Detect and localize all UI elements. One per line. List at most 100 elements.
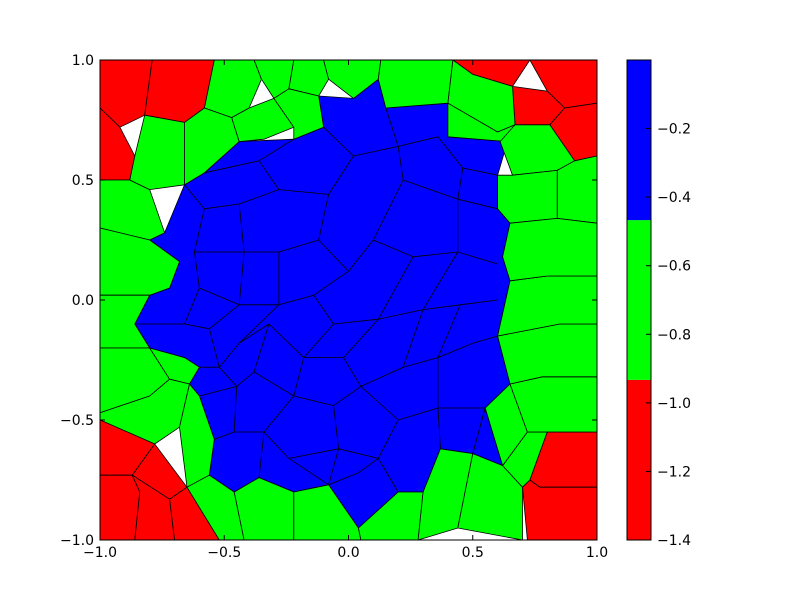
cell-edge — [333, 318, 379, 325]
voronoi-cell-green — [357, 491, 424, 540]
cell-edge — [343, 318, 379, 358]
cell-edge — [328, 448, 339, 485]
cell-edge — [437, 304, 461, 358]
cell-edge — [338, 448, 379, 459]
voronoi-cell-red — [100, 60, 153, 128]
cell-edge — [398, 136, 439, 147]
voronoi-cell-green — [288, 60, 330, 97]
x-tick-label: −0.5 — [207, 545, 241, 561]
cell-edge — [372, 179, 404, 241]
cell-edge — [323, 126, 354, 157]
cell-edge — [204, 160, 260, 174]
voronoi-cell-green — [273, 88, 325, 140]
cell-edge — [422, 251, 459, 310]
cell-edge — [437, 407, 441, 449]
voronoi-cell-green — [100, 227, 180, 296]
cell-edge — [348, 239, 374, 272]
cell-edge — [313, 270, 349, 296]
y-axis: −1.0 −0.5 0.0 0.5 1.0 — [60, 53, 597, 549]
cell-edge — [258, 431, 265, 478]
cell-edge — [214, 431, 235, 440]
colorbar-tick-label: −0.8 — [657, 327, 691, 343]
colorbar-tick-label: −0.4 — [657, 190, 691, 206]
cell-edge — [403, 179, 458, 200]
voronoi-cell-green — [497, 169, 558, 224]
cell-edge — [218, 366, 237, 387]
cell-edge — [293, 357, 305, 397]
cell-edge — [472, 407, 486, 454]
colorbar-frame — [626, 59, 652, 541]
y-tick-label: −1.0 — [60, 533, 94, 549]
voronoi-cell-red — [131, 474, 176, 540]
cell-edge — [258, 138, 295, 162]
edges-layer — [134, 107, 498, 493]
y-tick-label: 1.0 — [72, 53, 94, 69]
voronoi-cell-green — [377, 60, 454, 109]
cell-edge — [238, 203, 245, 253]
cell-edge — [288, 448, 339, 459]
voronoi-cell-red — [169, 486, 220, 540]
y-tick-label: 0.5 — [72, 173, 94, 189]
cell-edge — [184, 184, 205, 210]
colorbar-tick-label: −1.0 — [657, 396, 691, 412]
cell-edge — [293, 395, 334, 406]
cells-layer — [100, 60, 597, 540]
cell-edge — [208, 328, 220, 368]
cell-edge — [377, 419, 399, 459]
cell-edge — [318, 239, 349, 272]
cell-edge — [457, 251, 498, 265]
y-tick-label: −0.5 — [60, 413, 94, 429]
cell-edge — [263, 431, 290, 459]
cell-edge — [378, 309, 424, 320]
x-axis: −1.0 −0.5 0.0 0.5 1.0 — [83, 60, 608, 561]
cell-edge — [358, 458, 379, 474]
cell-edge — [194, 208, 205, 253]
colorbar-band — [627, 379, 651, 540]
voronoi-cell-green — [323, 60, 382, 99]
cell-edge — [343, 357, 362, 387]
cell-edge — [398, 407, 439, 421]
cell-edge — [194, 251, 200, 289]
cell-edge — [472, 335, 498, 344]
cell-edge — [437, 136, 464, 169]
cell-edge — [413, 251, 458, 258]
cell-edge — [333, 386, 362, 406]
cell-edge — [239, 189, 280, 205]
cell-edge — [199, 386, 237, 397]
voronoi-cell-green — [129, 114, 185, 191]
cell-edge — [288, 458, 329, 486]
cell-edge — [253, 371, 295, 397]
cell-edge — [258, 160, 280, 190]
voronoi-cell-green — [100, 294, 151, 349]
cell-edge — [238, 323, 270, 344]
cell-edge — [402, 309, 424, 368]
colorbar-band — [627, 220, 651, 380]
cell-edge — [268, 323, 305, 358]
cell-edge — [313, 294, 334, 325]
voronoi-cell-green — [502, 217, 597, 282]
colorbar: −1.4 −1.2 −1.0 −0.8 −0.6 −0.4 −0.2 — [626, 59, 691, 549]
voronoi-cell-red — [100, 474, 141, 540]
cell-edge — [422, 304, 461, 310]
cell-edge — [460, 299, 498, 306]
cell-edge — [209, 304, 240, 330]
voronoi-cell-red — [522, 479, 597, 540]
x-tick-label: 0.0 — [337, 545, 359, 561]
colorbar-band — [627, 60, 651, 221]
cell-edge — [318, 194, 330, 241]
colorbar-tick-label: −1.4 — [657, 533, 691, 549]
cell-edge — [278, 294, 314, 306]
cell-edge — [238, 304, 280, 344]
voronoi-cell-green — [457, 453, 523, 540]
cell-edge — [199, 287, 240, 306]
x-tick-label: −1.0 — [83, 545, 117, 561]
cell-edge — [303, 323, 334, 358]
cell-edge — [437, 342, 473, 358]
cell-edge — [360, 366, 404, 387]
cell-edge — [333, 405, 339, 449]
cell-edge — [328, 155, 354, 195]
cell-edge — [457, 198, 498, 210]
cell-edge — [373, 239, 414, 258]
voronoi-cell-green — [149, 347, 200, 385]
cell-edge — [278, 189, 329, 195]
